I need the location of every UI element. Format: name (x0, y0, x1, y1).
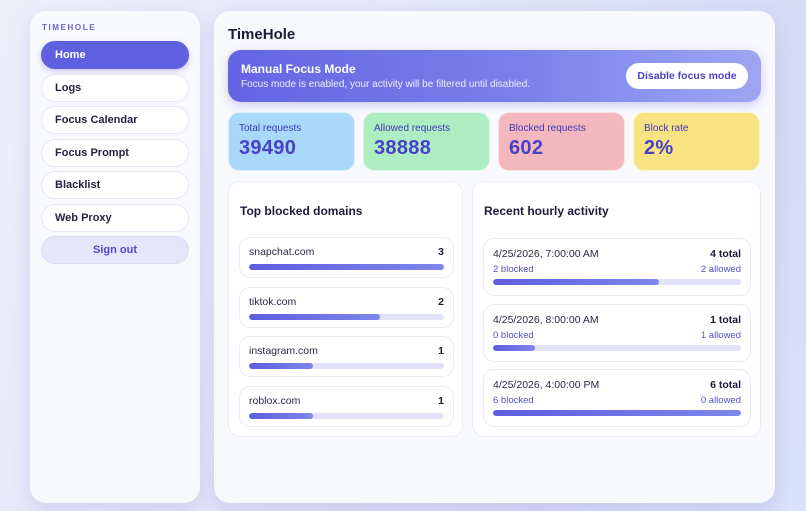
activity-total: 1 total (710, 313, 741, 326)
sidebar-item-focus-calendar[interactable]: Focus Calendar (41, 106, 189, 134)
progress-fill (249, 264, 444, 270)
top-blocked-domains-panel: Top blocked domains snapchat.com 3 tikto… (228, 181, 463, 437)
domain-count: 3 (438, 246, 444, 258)
progress-track (249, 363, 444, 369)
domain-name: roblox.com (249, 394, 301, 407)
stat-label: Allowed requests (374, 123, 451, 134)
stat-label: Blocked requests (509, 123, 586, 134)
main-content: TimeHole Manual Focus Mode Focus mode is… (214, 11, 775, 503)
activity-total: 6 total (710, 379, 741, 391)
stat-value: 39490 (239, 137, 297, 159)
sidebar-item-blacklist[interactable]: Blacklist (41, 171, 189, 199)
stat-card-allowed-requests: Allowed requests 38888 (363, 112, 490, 171)
activity-allowed: 0 allowed (700, 395, 741, 406)
sidebar-item-web-proxy[interactable]: Web Proxy (41, 203, 189, 232)
stat-value: 38888 (374, 137, 432, 159)
stat-value: 602 (509, 137, 544, 159)
focus-mode-title: Manual Focus Mode (241, 62, 356, 76)
panel-title: Recent hourly activity (484, 204, 609, 218)
stat-label: Total requests (239, 123, 302, 134)
sidebar: TIMEHOLE Home Logs Focus Calendar Focus … (30, 11, 200, 503)
domain-name: instagram.com (249, 345, 318, 357)
progress-fill (493, 410, 741, 416)
progress-track (249, 264, 444, 270)
activity-blocked: 0 blocked (493, 329, 534, 341)
progress-fill (493, 344, 536, 351)
domain-count: 1 (438, 345, 444, 357)
sidebar-item-logs[interactable]: Logs (41, 73, 189, 102)
domain-list: snapchat.com 3 tiktok.com 2 instagram.co… (239, 237, 454, 435)
list-item: instagram.com 1 (239, 336, 454, 377)
domain-name: tiktok.com (249, 295, 297, 308)
focus-mode-description: Focus mode is enabled, your activity wil… (241, 79, 531, 90)
sign-out-button[interactable]: Sign out (41, 236, 189, 264)
activity-list: 4/25/2026, 7:00:00 AM 4 total 2 blocked … (483, 238, 751, 435)
progress-track (249, 412, 444, 419)
disable-focus-mode-button[interactable]: Disable focus mode (626, 63, 748, 89)
activity-allowed: 1 allowed (700, 329, 741, 341)
sidebar-nav: Home Logs Focus Calendar Focus Prompt Bl… (41, 41, 189, 264)
domain-name: snapchat.com (249, 246, 315, 258)
list-item: tiktok.com 2 (239, 286, 454, 328)
domain-count: 2 (438, 295, 444, 308)
list-item: 4/25/2026, 4:00:00 PM 6 total 6 blocked … (483, 369, 751, 427)
progress-fill (249, 313, 380, 320)
list-item: 4/25/2026, 8:00:00 AM 1 total 0 blocked … (483, 303, 751, 362)
panel-title: Top blocked domains (240, 204, 363, 218)
stat-card-blocked-requests: Blocked requests 602 (498, 112, 625, 171)
activity-time: 4/25/2026, 8:00:00 AM (493, 313, 599, 326)
sidebar-item-home[interactable]: Home (41, 41, 189, 69)
brand-label: TIMEHOLE (42, 23, 97, 32)
activity-total: 4 total (710, 248, 741, 260)
activity-blocked: 6 blocked (493, 395, 534, 406)
progress-track (493, 410, 741, 416)
focus-mode-banner: Manual Focus Mode Focus mode is enabled,… (228, 50, 761, 102)
list-item: 4/25/2026, 7:00:00 AM 4 total 2 blocked … (483, 238, 751, 296)
page-title: TimeHole (228, 26, 296, 43)
stat-card-total-requests: Total requests 39490 (228, 112, 355, 171)
activity-time: 4/25/2026, 4:00:00 PM (493, 379, 600, 391)
progress-track (493, 344, 741, 351)
activity-blocked: 2 blocked (493, 264, 534, 275)
stat-value: 2% (644, 137, 674, 159)
progress-track (249, 313, 444, 320)
list-item: snapchat.com 3 (239, 237, 454, 278)
sidebar-item-focus-prompt[interactable]: Focus Prompt (41, 138, 189, 167)
progress-fill (493, 279, 660, 285)
progress-fill (249, 363, 314, 369)
stat-card-block-rate: Block rate 2% (633, 112, 760, 171)
recent-hourly-activity-panel: Recent hourly activity 4/25/2026, 7:00:0… (472, 181, 761, 437)
activity-allowed: 2 allowed (700, 264, 741, 275)
stat-label: Block rate (644, 123, 689, 134)
domain-count: 1 (438, 394, 444, 407)
progress-fill (249, 412, 314, 419)
progress-track (493, 279, 741, 285)
stats-row: Total requests 39490 Allowed requests 38… (228, 112, 760, 171)
activity-time: 4/25/2026, 7:00:00 AM (493, 248, 599, 260)
list-item: roblox.com 1 (239, 385, 454, 427)
